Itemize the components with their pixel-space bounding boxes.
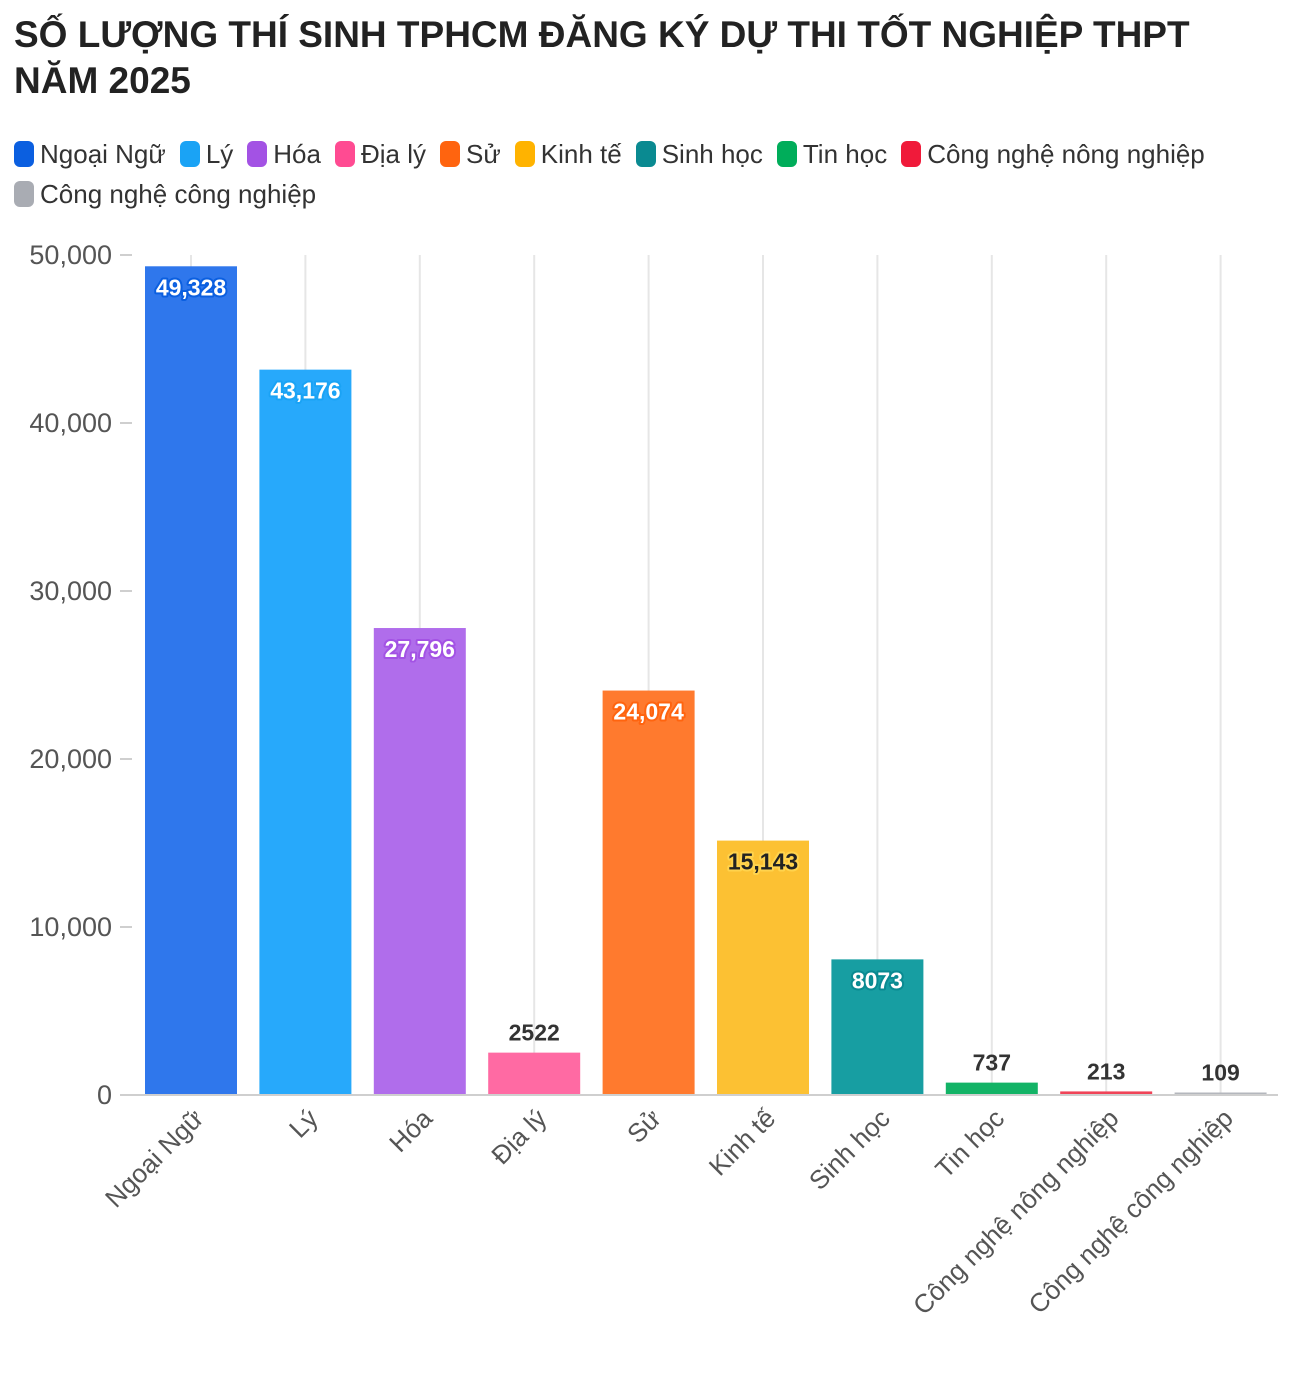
data-label: 8073 <box>852 967 903 993</box>
legend-swatch <box>776 141 797 167</box>
y-tick-label: 30,000 <box>29 576 112 606</box>
legend-label: Lý <box>205 138 234 169</box>
legend-swatch <box>14 141 34 167</box>
legend-label: Ngoại Ngữ <box>40 138 166 169</box>
bar <box>373 628 466 1095</box>
y-tick-label: 0 <box>97 1080 112 1110</box>
bar <box>259 369 352 1095</box>
chart-title: SỐ LƯỢNG THÍ SINH TPHCM ĐĂNG KÝ DỰ THI T… <box>14 14 1190 101</box>
legend-label: Sử <box>466 138 501 169</box>
x-tick-label: Công nghệ công nghiệp <box>1022 1103 1238 1319</box>
bar <box>602 690 695 1095</box>
y-tick-label: 50,000 <box>29 240 112 270</box>
x-tick-label: Ngoại Ngữ <box>99 1103 209 1213</box>
x-tick-label: Sinh học <box>803 1103 896 1196</box>
bar <box>1174 1092 1267 1095</box>
legend-swatch <box>440 141 460 167</box>
legend-item: Công nghệ công nghiệp <box>14 178 316 210</box>
x-tick-label: Hóa <box>383 1103 438 1158</box>
x-tick-label: Địa lý <box>485 1103 552 1170</box>
bar <box>717 840 809 1095</box>
legend-item: Sinh học <box>635 138 763 170</box>
legend-label: Sinh học <box>661 138 763 169</box>
legend-swatch <box>514 141 535 167</box>
y-tick-label: 20,000 <box>29 744 112 774</box>
legend-swatch <box>179 141 200 167</box>
x-tick-label: Sử <box>621 1103 667 1149</box>
legend-swatch <box>635 141 656 167</box>
legend-label: Kinh tế <box>540 138 622 169</box>
data-label: 213 <box>1087 1058 1125 1084</box>
data-label: 43,176 <box>270 378 340 404</box>
legend-swatch <box>14 181 34 207</box>
y-tick-label: 10,000 <box>29 912 112 942</box>
x-tick-label: Kinh tế <box>703 1103 782 1182</box>
legend-label: Hóa <box>273 138 321 169</box>
data-label: 15,143 <box>728 849 798 875</box>
legend-item: Công nghệ nông nghiệp <box>901 138 1205 170</box>
data-label: 2522 <box>509 1020 560 1046</box>
legend-swatch <box>247 141 268 167</box>
bar <box>945 1082 1038 1095</box>
data-label: 27,796 <box>385 636 455 662</box>
bar <box>1060 1091 1153 1095</box>
data-label: 737 <box>973 1050 1011 1076</box>
legend-label: Công nghệ nông nghiệp <box>927 138 1205 169</box>
legend-swatch <box>334 141 355 167</box>
legend-label: Tin học <box>802 138 888 169</box>
y-tick-label: 40,000 <box>29 408 112 438</box>
bar <box>145 266 237 1095</box>
legend-item: Ngoại Ngữ <box>14 138 166 170</box>
x-tick-label: Lý <box>283 1103 324 1144</box>
legend-item: Địa lý <box>334 138 426 170</box>
x-tick-label: Tin học <box>929 1103 1010 1184</box>
legend-label: Công nghệ công nghiệp <box>40 178 317 209</box>
chart-legend: Ngoại Ngữ Lý Hóa Địa lý Sử Kinh tế Sinh học Tin… <box>14 138 1298 210</box>
x-tick-label: Công nghệ nông nghiệp <box>907 1103 1125 1321</box>
data-label: 109 <box>1201 1060 1239 1086</box>
data-label: 49,328 <box>156 274 227 300</box>
legend-label: Địa lý <box>360 138 426 169</box>
legend-item: Kinh tế <box>514 138 622 170</box>
legend-item: Sử <box>440 138 501 170</box>
legend-swatch <box>901 141 922 167</box>
legend-item: Hóa <box>247 138 321 170</box>
legend-item: Lý <box>179 138 234 170</box>
data-label: 24,074 <box>613 699 684 725</box>
bar <box>831 959 924 1095</box>
bar <box>488 1052 581 1095</box>
legend-item: Tin học <box>776 138 888 170</box>
